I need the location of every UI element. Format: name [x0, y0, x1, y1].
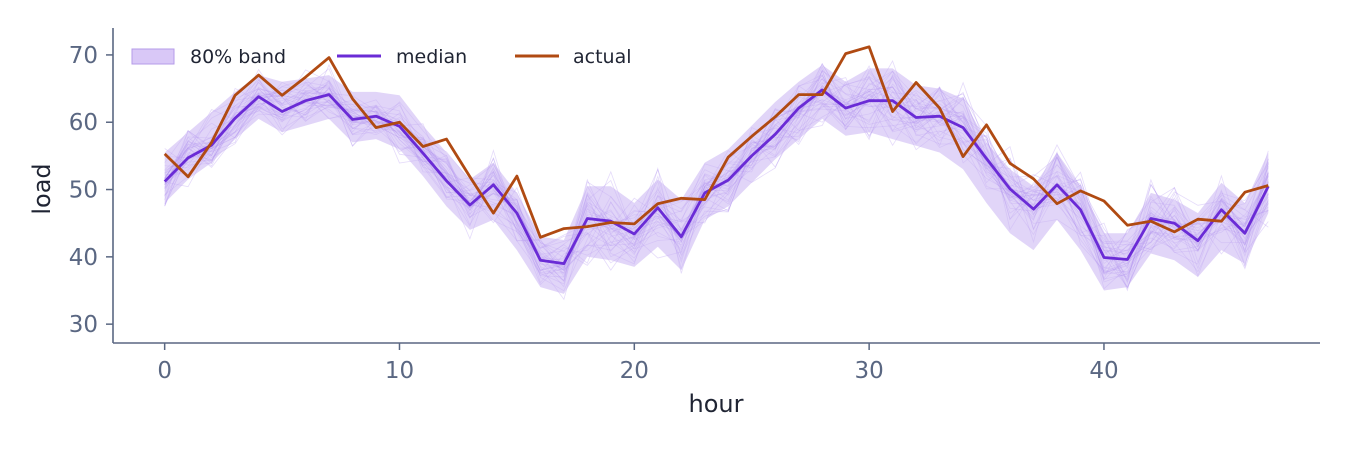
y-tick-label: 40	[69, 245, 98, 271]
series-line-median	[163, 88, 1270, 266]
series-line-actual	[163, 45, 1269, 239]
y-tick-label: 30	[69, 312, 98, 338]
legend-actual-label: actual	[573, 46, 632, 68]
x-ticks: 0 10 20 30 40	[157, 343, 1119, 384]
y-tick-label: 50	[69, 178, 98, 204]
y-axis-title: load	[28, 163, 56, 214]
legend-band-label: 80% band	[190, 46, 286, 68]
y-ticks: 30 40 50 60 70	[69, 43, 113, 338]
x-axis-title: hour	[689, 390, 744, 418]
x-tick-label: 0	[157, 358, 172, 384]
legend: 80% band median actual	[131, 46, 632, 68]
y-tick-label: 70	[69, 43, 98, 69]
y-tick-label: 60	[69, 110, 98, 136]
x-tick-label: 20	[620, 358, 649, 384]
series-layer	[163, 45, 1270, 266]
legend-median-label: median	[396, 46, 467, 68]
axes: 0 10 20 30 40 30 40 50 60 70	[69, 28, 1320, 384]
x-tick-label: 30	[854, 358, 883, 384]
x-tick-label: 10	[385, 358, 414, 384]
legend-band-swatch	[131, 48, 175, 65]
x-tick-label: 40	[1089, 358, 1118, 384]
